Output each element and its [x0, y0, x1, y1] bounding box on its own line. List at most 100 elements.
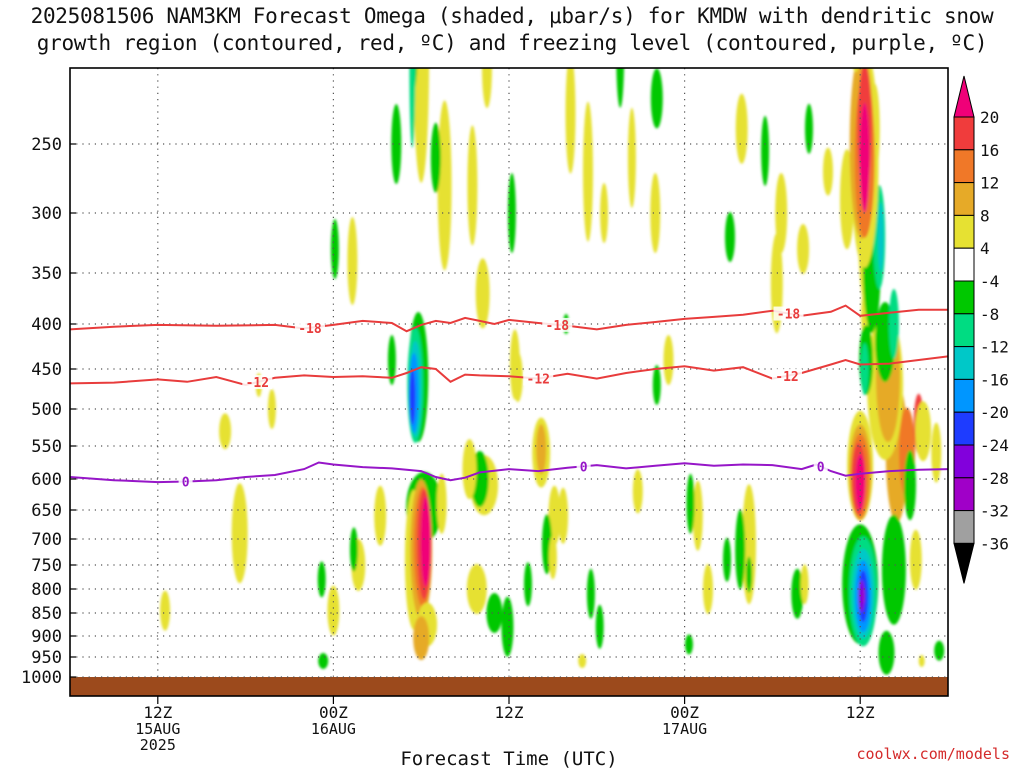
colorbar-label: -16	[980, 370, 1009, 389]
omega-shade-cell	[317, 561, 326, 598]
colorbar-swatch	[953, 313, 975, 348]
omega-shade-cell	[627, 107, 636, 208]
omega-shade-cell	[536, 424, 547, 475]
omega-shade-cell	[349, 527, 358, 572]
colorbar-swatch	[953, 149, 975, 184]
omega-shade-cell	[347, 217, 358, 305]
y-tick-label: 850	[31, 604, 62, 624]
y-tick-label: 500	[31, 400, 62, 420]
omega-shade-cell	[475, 258, 490, 329]
y-tick-label: 700	[31, 530, 62, 550]
colorbar-label: 16	[980, 141, 999, 160]
colorbar-swatch	[953, 510, 975, 544]
omega-shade-cell	[558, 487, 569, 544]
colorbar-swatch	[953, 411, 975, 446]
omega-shade-cell	[430, 122, 441, 193]
contour-label: 0	[580, 460, 588, 475]
omega-shade-cell	[409, 369, 416, 425]
contour-layer: -18 -18 -18 -12 -12 -12 0 0 0	[70, 304, 948, 491]
y-tick-label: 950	[31, 648, 62, 668]
contour-label: -18	[546, 319, 570, 334]
omega-shade-cell	[723, 537, 731, 582]
colorbar-swatch	[953, 116, 975, 151]
omega-shade-cell	[219, 413, 232, 450]
omega-shade-cell	[330, 219, 339, 279]
x-tick-label: 2025	[140, 736, 176, 754]
contour-label: 0	[182, 476, 190, 491]
colorbar-swatch	[953, 214, 975, 249]
colorbar-label: -12	[980, 338, 1009, 357]
x-tick-label: 15AUG	[135, 720, 180, 738]
x-axis-label: Forecast Time (UTC)	[400, 748, 617, 768]
y-tick-label: 300	[31, 204, 62, 224]
omega-shade-cell	[391, 104, 402, 184]
omega-shade-cell	[823, 147, 833, 196]
omega-shade-cell	[742, 484, 756, 605]
omega-shade-cell	[685, 634, 693, 655]
colorbar-label: -20	[980, 403, 1009, 422]
omega-shade-cell	[327, 585, 340, 636]
contour-label-bg	[523, 371, 554, 386]
omega-shade-cell	[632, 469, 643, 514]
omega-shade-cell	[160, 590, 171, 631]
contour-label-bg	[294, 320, 325, 335]
x-tick-label: 12Z	[143, 703, 172, 722]
omega-shade-cell	[436, 473, 447, 534]
omega-shade-cell	[888, 289, 899, 359]
contour-label-bg	[542, 317, 573, 332]
omega-shade-cell	[501, 596, 514, 657]
omega-colorbar: 20 16 12 8 4 -4 -8 -12 -16 -20 -24 -28 -32 -36	[953, 75, 1009, 584]
contour-label-bg	[242, 375, 273, 390]
contour-label-bg	[178, 474, 193, 489]
omega-shade-cell	[318, 653, 329, 669]
contour-label-bg	[772, 368, 803, 383]
ground-layer	[70, 677, 948, 696]
x-tick-label: 12Z	[495, 703, 524, 722]
omega-shade-cell	[486, 593, 503, 633]
omega-shade-cell	[725, 212, 735, 262]
omega-shade-cell	[855, 454, 866, 511]
omega-shade-cell	[791, 568, 804, 619]
omega-shade-cell	[918, 655, 925, 667]
omega-shade-cell	[231, 483, 248, 584]
axes-layer: 250 300 350 400 450 500 550 600 650 700 750 800 850 9…	[21, 67, 949, 754]
contour-label: -12	[527, 373, 550, 388]
omega-shade-cell	[420, 496, 431, 587]
omega-shade-cell	[616, 68, 625, 108]
ground-band	[70, 677, 948, 696]
omega-shade-cell	[387, 335, 396, 385]
y-tick-label: 600	[31, 470, 62, 490]
omega-shade-cell	[931, 422, 942, 483]
colorbar-swatch	[953, 477, 975, 512]
contour-label: -18	[777, 308, 801, 323]
chart-title-line-1: 2025081506 NAM3KM Forecast Omega (shaded…	[30, 4, 994, 28]
omega-shade-cell	[466, 564, 487, 614]
omega-shade-cell	[735, 509, 746, 590]
omega-shade-cell	[934, 640, 945, 661]
colorbar-swatch	[953, 182, 975, 216]
omega-shade-cell	[409, 68, 416, 148]
y-tick-label: 1000	[21, 668, 62, 688]
colorbar-label: -4	[980, 272, 999, 291]
omega-shade-cell	[267, 389, 276, 429]
omega-shade-cell	[797, 224, 810, 274]
y-tick-label: 350	[31, 264, 62, 284]
colorbar-swatch	[953, 280, 975, 315]
y-tick-label: 550	[31, 437, 62, 457]
grid-layer	[70, 68, 948, 678]
omega-shade-cell	[583, 101, 593, 242]
colorbar-label: -32	[980, 502, 1009, 521]
omega-shade-cell	[413, 616, 430, 661]
x-tick-label: 17AUG	[662, 720, 707, 738]
contour-line	[70, 355, 948, 387]
y-tick-label: 250	[31, 135, 62, 155]
colorbar-swatch	[953, 444, 975, 479]
omega-shade-cell	[437, 100, 452, 271]
omega-shade-cell	[650, 68, 663, 129]
omega-shade-cell	[507, 173, 516, 253]
omega-shade-cell	[881, 514, 906, 625]
contour-label-bg	[576, 459, 591, 474]
y-tick-label: 650	[31, 501, 62, 521]
omega-shade-cell	[663, 335, 674, 385]
x-tick-label: 16AUG	[311, 720, 356, 738]
